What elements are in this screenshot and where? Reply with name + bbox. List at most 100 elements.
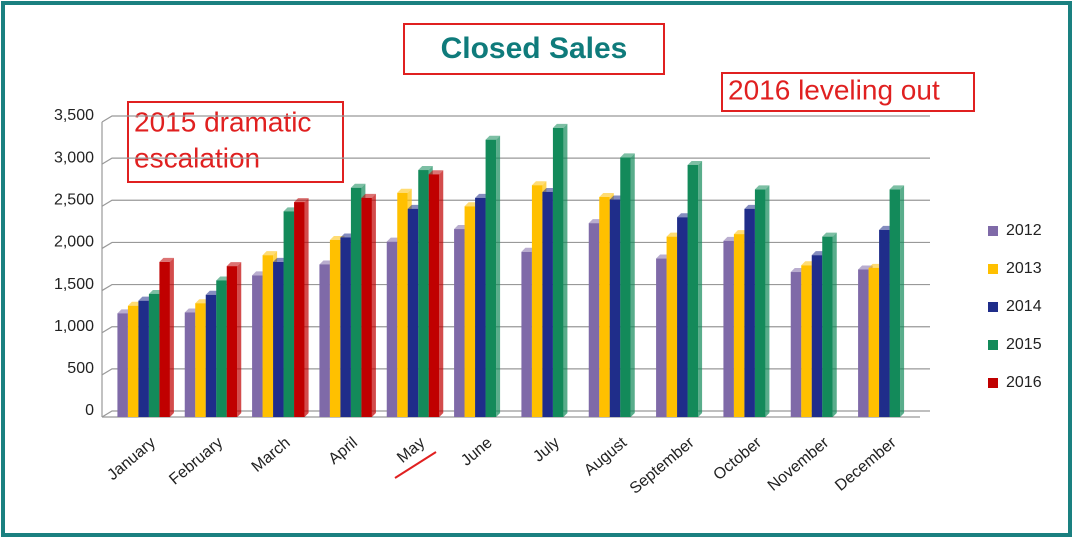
bar-face <box>262 251 278 256</box>
bar-face <box>397 192 408 417</box>
bar-face <box>687 160 703 165</box>
bar-face <box>765 185 770 417</box>
legend-label: 2015 <box>1006 336 1042 353</box>
bar <box>159 257 174 417</box>
bar-face <box>428 170 444 175</box>
bar-face <box>304 198 309 417</box>
bar-face <box>216 280 227 417</box>
y-tick-label: 3,000 <box>54 149 94 166</box>
bar-face <box>475 197 486 417</box>
bar-face <box>801 265 812 417</box>
grid-line <box>101 157 930 165</box>
bar <box>294 198 309 417</box>
bar-face <box>294 198 309 203</box>
bar-face <box>609 199 621 417</box>
bar-face <box>169 257 174 417</box>
bar-face <box>832 232 837 417</box>
bar-face <box>620 157 631 417</box>
bar-face <box>127 305 139 417</box>
y-tick-label: 2,000 <box>54 234 94 251</box>
bar-face <box>418 170 429 417</box>
bar-face <box>485 139 497 417</box>
bar-face <box>350 187 362 417</box>
bar-face <box>371 193 376 417</box>
bar-face <box>858 269 869 417</box>
bar-face <box>262 255 274 417</box>
bar <box>822 232 837 417</box>
legend-swatch <box>988 226 998 236</box>
bar-face <box>889 189 901 417</box>
bar-face <box>159 257 174 262</box>
bar-face <box>148 293 160 417</box>
bar-face <box>117 313 128 417</box>
bar-face <box>599 197 610 417</box>
bar-face <box>464 206 476 417</box>
bar <box>361 193 376 417</box>
chart-title: Closed Sales <box>441 32 628 65</box>
bar-face <box>350 183 366 188</box>
bar-face <box>454 229 465 417</box>
bar-face <box>531 185 543 417</box>
legend-label: 2016 <box>1006 374 1042 391</box>
bar <box>226 262 242 417</box>
bar-face <box>889 185 905 190</box>
bar <box>552 123 568 418</box>
annotation-box <box>721 72 975 112</box>
bar-face <box>687 164 699 417</box>
bar-face <box>879 229 890 417</box>
legend-label: 2013 <box>1006 260 1042 277</box>
underline <box>394 451 437 479</box>
bar-face <box>361 193 376 198</box>
y-tick-label: 500 <box>67 360 94 377</box>
bar-face <box>252 275 263 417</box>
bar-face <box>563 123 568 418</box>
bar-face <box>790 272 802 417</box>
bar-face <box>226 262 242 267</box>
bar-face <box>754 185 770 190</box>
bar-face <box>630 153 635 417</box>
y-tick-label: 2,500 <box>54 192 94 209</box>
grid-line <box>101 199 930 207</box>
y-tick-label: 3,500 <box>54 107 94 124</box>
bar-face <box>184 312 196 417</box>
bar-face <box>599 193 614 198</box>
bar-face <box>319 264 330 417</box>
bar-face <box>531 181 547 186</box>
bar-face <box>552 127 564 418</box>
bar-face <box>521 251 532 417</box>
bar <box>620 153 635 417</box>
bar-face <box>439 170 444 417</box>
bar-face <box>744 208 755 417</box>
bar-face <box>822 232 837 237</box>
bar-face <box>754 189 766 417</box>
bar-face <box>397 188 412 193</box>
bar-face <box>340 237 351 417</box>
title-box <box>403 23 665 75</box>
bar-face <box>273 261 284 417</box>
bar-face <box>485 135 501 140</box>
legend-label: 2014 <box>1006 298 1042 315</box>
y-tick-label: 0 <box>85 402 94 419</box>
legend-swatch <box>988 302 998 312</box>
bar-face <box>361 197 372 417</box>
y-tick-label: 1,000 <box>54 318 94 335</box>
bar-face <box>418 166 433 171</box>
bar-face <box>386 241 398 417</box>
legend-swatch <box>988 378 998 388</box>
bar-face <box>283 211 295 417</box>
bar-face <box>237 262 242 417</box>
grid-line <box>101 115 930 123</box>
bar-face <box>698 160 703 417</box>
bar-face <box>552 123 568 128</box>
bar-face <box>723 240 734 417</box>
bar-face <box>822 236 833 417</box>
legend-swatch <box>988 340 998 350</box>
bar <box>889 185 905 417</box>
bar-face <box>407 208 419 417</box>
bar-face <box>620 153 635 158</box>
bar-face <box>329 240 341 417</box>
bar-face <box>900 185 905 417</box>
bar-face <box>226 266 238 417</box>
grid-line <box>101 241 930 249</box>
